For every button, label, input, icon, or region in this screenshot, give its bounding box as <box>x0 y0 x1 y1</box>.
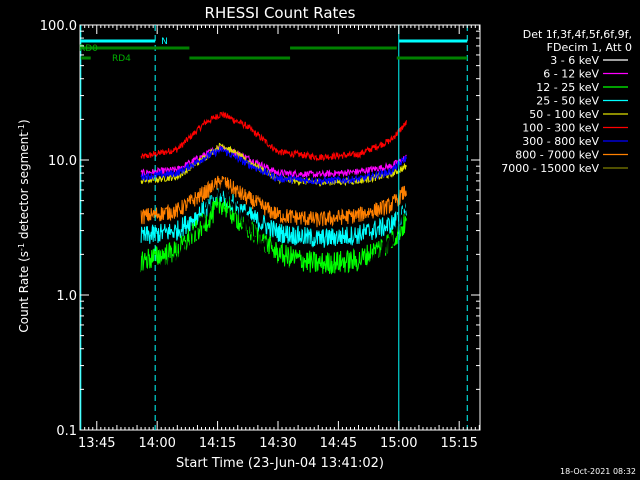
y-tick-label: 10.0 <box>48 154 77 169</box>
y-tick-label: 100.0 <box>40 19 77 34</box>
chart-title: RHESSI Count Rates <box>205 4 356 22</box>
axis-layer: 0.1 1.0 10.0 100.0 13:45 14:00 14:15 14:30 14:45… <box>40 19 480 451</box>
y-axis-label-part: Count Rate (s <box>17 251 31 333</box>
legend-entry-label: 300 - 800 keV <box>522 135 599 148</box>
y-axis-label-part: ) <box>17 119 31 124</box>
series-line <box>140 178 407 300</box>
y-tick-label: 0.1 <box>56 424 77 439</box>
y-axis-label: Count Rate (s-1 detector segment-1) <box>17 119 32 332</box>
plot-area <box>79 24 481 431</box>
series-line <box>140 111 407 162</box>
legend-entry-label: 3 - 6 keV <box>550 54 599 67</box>
x-tick-label: 15:15 <box>440 436 477 451</box>
y-tick-label: 1.0 <box>56 289 77 304</box>
x-axis-label: Start Time (23-Jun-04 13:41:02) <box>176 456 384 471</box>
legend-entry-label: 12 - 25 keV <box>536 81 599 94</box>
series-line <box>140 188 407 248</box>
x-tick-label: 14:00 <box>138 436 175 451</box>
legend-header-line: Det 1f,3f,4f,5f,6f,9f, <box>523 28 632 41</box>
series-line <box>140 175 407 228</box>
rd0-label: RD0 <box>79 44 98 54</box>
legend-header-line: FDecim 1, Att 0 <box>547 41 632 54</box>
x-tick-label: 14:30 <box>259 436 296 451</box>
y-axis-label-sup: -1 <box>17 243 26 251</box>
series-line <box>140 145 407 179</box>
plot-border <box>79 24 481 431</box>
y-axis-label-sup: -1 <box>17 124 26 132</box>
x-tick-label: 15:00 <box>380 436 417 451</box>
annotation-layer: N RD0 RD4 <box>79 25 468 430</box>
x-tick-label: 14:15 <box>199 436 236 451</box>
legend-entry-label: 25 - 50 keV <box>536 95 599 108</box>
rd4-label: RD4 <box>112 54 131 64</box>
series-layer <box>140 111 407 300</box>
x-tick-label: 13:45 <box>78 436 115 451</box>
x-tick-label: 14:45 <box>320 436 357 451</box>
legend: Det 1f,3f,4f,5f,6f,9f,FDecim 1, Att 03 -… <box>501 28 632 175</box>
legend-entry-label: 100 - 300 keV <box>522 122 599 135</box>
legend-entry-label: 7000 - 15000 keV <box>501 162 599 175</box>
night-label: N <box>161 37 168 47</box>
y-axis-label-part: detector segment <box>17 132 31 243</box>
legend-entry-label: 800 - 7000 keV <box>515 149 599 162</box>
legend-entry-label: 6 - 12 keV <box>543 68 599 81</box>
legend-entry-label: 50 - 100 keV <box>529 108 599 121</box>
series-line <box>140 146 407 186</box>
footer-timestamp: 18-Oct-2021 08:32 <box>560 467 636 476</box>
